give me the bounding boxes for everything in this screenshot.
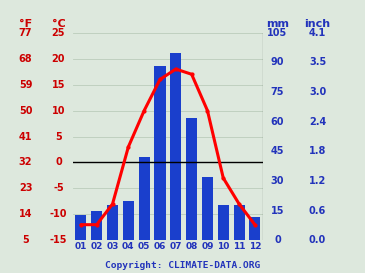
- Text: °F: °F: [19, 19, 32, 29]
- Text: 5: 5: [22, 235, 29, 245]
- Text: 0.6: 0.6: [309, 206, 326, 216]
- Text: 15: 15: [271, 206, 284, 216]
- Text: 0.0: 0.0: [309, 235, 326, 245]
- Text: 25: 25: [52, 28, 65, 38]
- Text: 60: 60: [271, 117, 284, 127]
- Text: 1.2: 1.2: [309, 176, 326, 186]
- Bar: [107, 205, 118, 240]
- Text: 50: 50: [19, 106, 32, 115]
- Bar: [76, 215, 87, 240]
- Text: 15: 15: [52, 80, 65, 90]
- Text: inch: inch: [304, 19, 331, 29]
- Text: 68: 68: [19, 54, 32, 64]
- Text: -5: -5: [53, 183, 64, 193]
- Text: Copyright: CLIMATE-DATA.ORG: Copyright: CLIMATE-DATA.ORG: [105, 261, 260, 270]
- Text: 75: 75: [271, 87, 284, 97]
- Text: 32: 32: [19, 158, 32, 167]
- Text: 0: 0: [55, 158, 62, 167]
- Bar: [202, 177, 213, 240]
- Bar: [249, 216, 260, 240]
- Text: mm: mm: [266, 19, 289, 29]
- Text: 3.5: 3.5: [309, 57, 326, 67]
- Text: 10: 10: [52, 106, 65, 115]
- Text: 45: 45: [271, 146, 284, 156]
- Text: 41: 41: [19, 132, 32, 141]
- Text: 20: 20: [52, 54, 65, 64]
- Bar: [218, 205, 229, 240]
- Text: 30: 30: [271, 176, 284, 186]
- Bar: [234, 205, 245, 240]
- Text: 23: 23: [19, 183, 32, 193]
- Text: °C: °C: [51, 19, 65, 29]
- Bar: [154, 66, 165, 240]
- Text: 0: 0: [274, 235, 281, 245]
- Text: 5: 5: [55, 132, 62, 141]
- Text: 90: 90: [271, 57, 284, 67]
- Text: 77: 77: [19, 28, 32, 38]
- Bar: [139, 157, 150, 240]
- Bar: [186, 118, 197, 240]
- Text: 105: 105: [267, 28, 288, 38]
- Bar: [91, 210, 102, 240]
- Bar: [123, 201, 134, 240]
- Text: -15: -15: [50, 235, 67, 245]
- Text: 59: 59: [19, 80, 32, 90]
- Text: 2.4: 2.4: [309, 117, 326, 127]
- Text: -10: -10: [50, 209, 67, 219]
- Text: 1.8: 1.8: [309, 146, 326, 156]
- Bar: [170, 52, 181, 240]
- Text: 4.1: 4.1: [309, 28, 326, 38]
- Text: 14: 14: [19, 209, 32, 219]
- Text: 3.0: 3.0: [309, 87, 326, 97]
